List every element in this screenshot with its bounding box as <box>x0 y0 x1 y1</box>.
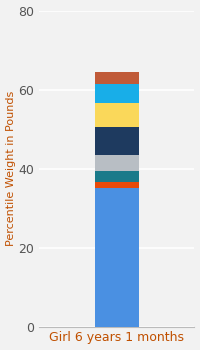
Bar <box>95 103 139 127</box>
Bar <box>95 127 139 155</box>
Y-axis label: Percentile Weight in Pounds: Percentile Weight in Pounds <box>6 91 16 246</box>
Bar <box>95 155 139 170</box>
Bar <box>95 72 139 84</box>
Bar <box>95 182 139 188</box>
Bar <box>95 84 139 103</box>
Bar <box>95 188 139 327</box>
Bar <box>95 170 139 182</box>
